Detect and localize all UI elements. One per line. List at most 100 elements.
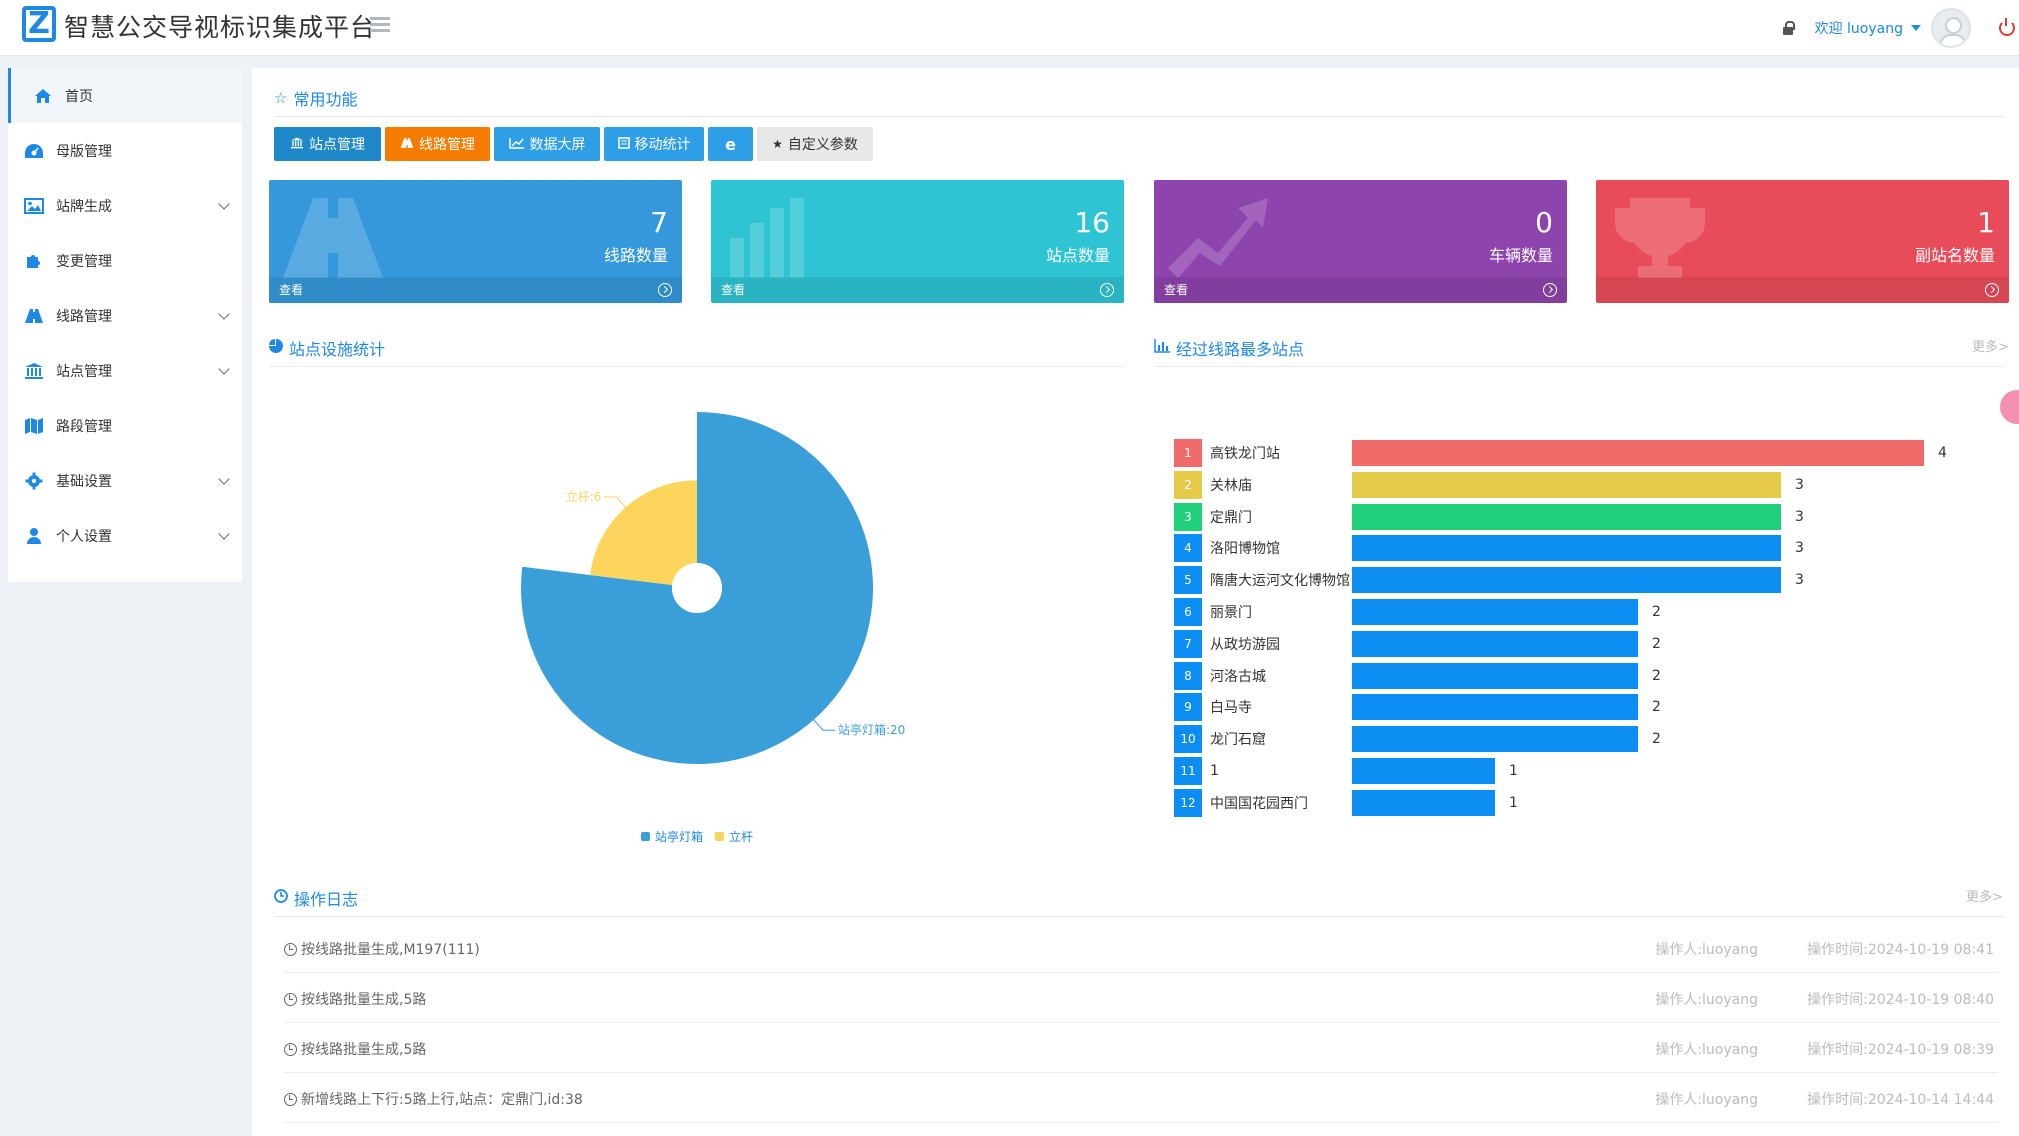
top-header: Z 智慧公交导视标识集成平台 欢迎 luoyang — [0, 0, 2019, 56]
bar-chart-icon — [730, 198, 804, 278]
bar[interactable] — [1352, 694, 1638, 721]
sidebar-item-home[interactable]: 首页 — [8, 68, 242, 123]
stat-card-sub-names[interactable]: 1 副站名数量 — [1596, 180, 2009, 303]
divider — [274, 116, 2004, 117]
quick-button-stations[interactable]: 站点管理 — [274, 127, 381, 161]
sidebar-item-personal-settings[interactable]: 个人设置 — [8, 508, 242, 563]
quick-button-custom-params[interactable]: ★ 自定义参数 — [757, 127, 873, 161]
bar[interactable] — [1352, 503, 1781, 530]
sidebar-item-basic-settings[interactable]: 基础设置 — [8, 453, 242, 508]
bank-icon — [290, 137, 304, 152]
bar-rank: 4 — [1174, 534, 1202, 563]
log-operator: 操作人:luoyang — [1655, 1092, 1758, 1108]
quick-button-label: 数据大屏 — [529, 137, 586, 153]
arrow-circle-right-icon — [1100, 283, 1114, 297]
legend-swatch[interactable] — [641, 832, 650, 841]
bar-category-label: 河洛古城 — [1210, 668, 1266, 685]
bar-row: 6 丽景门 2 — [1174, 598, 1661, 626]
chevron-down-icon[interactable] — [1911, 25, 1921, 31]
quick-button-routes[interactable]: 线路管理 — [385, 127, 490, 161]
avatar[interactable] — [1931, 8, 1971, 48]
menu-toggle-icon[interactable] — [370, 17, 390, 33]
log-more-link[interactable]: 更多> — [1966, 890, 2003, 905]
log-text: 按线路批量生成,5路 — [284, 1039, 426, 1059]
trophy-icon — [1615, 198, 1705, 278]
log-row: 按线路批量生成,5路 操作人:luoyang 操作时间:2024-10-19 0… — [284, 973, 1998, 1023]
road-icon — [24, 307, 44, 325]
sidebar-item-routes[interactable]: 线路管理 — [8, 288, 242, 343]
sidebar-item-stations[interactable]: 站点管理 — [8, 343, 242, 398]
stat-label: 线路数量 — [603, 246, 668, 265]
bar-row: 4 洛阳博物馆 3 — [1174, 534, 1804, 563]
divider — [274, 916, 2004, 917]
log-text-value: 按线路批量生成,5路 — [301, 992, 427, 1008]
log-text-value: 新增线路上下行:5路上行,站点：定鼎门,id:38 — [301, 1092, 583, 1108]
clock-icon — [284, 992, 297, 1006]
pie-center — [672, 563, 722, 613]
log-operator: 操作人:luoyang — [1655, 942, 1758, 958]
legend-swatch[interactable] — [715, 832, 724, 841]
bar-category-label: 龙门石窟 — [1210, 732, 1266, 749]
arrow-circle-right-icon — [1985, 283, 1999, 297]
app-title: 智慧公交导视标识集成平台 — [64, 13, 377, 42]
sidebar-item-label: 母版管理 — [56, 143, 112, 160]
lock-icon[interactable] — [1781, 21, 1795, 35]
legend-label[interactable]: 立杆 — [729, 829, 753, 844]
bar-category-label: 高铁龙门站 — [1210, 446, 1280, 462]
bar[interactable] — [1352, 758, 1495, 784]
chevron-down-icon — [218, 308, 230, 320]
stat-card-stations[interactable]: 16 站点数量 查看 — [711, 180, 1124, 303]
bar[interactable] — [1352, 567, 1781, 594]
pie-slice[interactable] — [590, 480, 697, 585]
bar[interactable] — [1352, 471, 1781, 498]
bar-value-label: 2 — [1652, 667, 1661, 684]
log-row: 新增线路上下行:5路上行,站点：定鼎门,id:38 操作人:luoyang 操作… — [284, 1073, 1998, 1123]
bar[interactable] — [1352, 630, 1638, 657]
legend-label[interactable]: 站亭灯箱 — [655, 829, 703, 844]
mobile-icon — [617, 136, 630, 152]
bar-value-label: 3 — [1795, 572, 1804, 589]
bar-rank: 3 — [1174, 502, 1202, 531]
sidebar-item-segments[interactable]: 路段管理 — [8, 398, 242, 453]
stat-value: 7 — [650, 206, 668, 239]
stat-card-routes[interactable]: 7 线路数量 查看 — [269, 180, 682, 303]
section-title-text: 常用功能 — [293, 90, 358, 109]
image-icon — [24, 197, 44, 215]
bar-value-label: 2 — [1652, 699, 1661, 716]
stat-value: 16 — [1074, 206, 1110, 239]
clock-icon — [274, 889, 288, 907]
stat-footer-text: 查看 — [721, 283, 746, 297]
header-right: 欢迎 luoyang — [1781, 0, 2019, 56]
stat-card-vehicles[interactable]: 0 车辆数量 查看 — [1154, 180, 1567, 303]
quick-button-mobile-stats[interactable]: 移动统计 — [604, 127, 704, 161]
log-text: 按线路批量生成,M197(111) — [284, 939, 480, 959]
ie-icon: e — [725, 134, 736, 154]
bar[interactable] — [1352, 440, 1924, 466]
bar-more-link[interactable]: 更多> — [1972, 340, 2009, 355]
bar-rank: 11 — [1174, 757, 1202, 785]
bar-value-label: 1 — [1509, 794, 1518, 811]
bar-category-label: 中国国花园西门 — [1210, 795, 1308, 812]
bar-row: 10 龙门石窟 2 — [1174, 725, 1661, 754]
bar[interactable] — [1352, 662, 1638, 689]
quick-button-ie[interactable]: e — [708, 127, 753, 161]
power-icon[interactable] — [1999, 18, 2015, 36]
bar[interactable] — [1352, 726, 1638, 753]
logo: Z 智慧公交导视标识集成平台 — [22, 6, 376, 46]
bar[interactable] — [1352, 535, 1781, 562]
pie-slice[interactable] — [521, 412, 874, 764]
sidebar-item-master[interactable]: 母版管理 — [8, 123, 242, 178]
log-row: 按线路批量生成,5路 操作人:luoyang 操作时间:2024-10-19 0… — [284, 1023, 1998, 1073]
log-operator: 操作人:luoyang — [1655, 1042, 1758, 1058]
sidebar-item-label: 变更管理 — [56, 253, 112, 270]
sidebar-item-sign-generate[interactable]: 站牌生成 — [8, 178, 242, 233]
bar[interactable] — [1352, 599, 1638, 625]
sidebar-item-change[interactable]: 变更管理 — [8, 233, 242, 288]
welcome-user[interactable]: 欢迎 luoyang — [1814, 21, 1903, 37]
floating-button[interactable] — [2000, 390, 2019, 424]
log-time: 操作时间:2024-10-19 08:39 — [1807, 1042, 1994, 1058]
bar-value-label: 1 — [1509, 763, 1518, 779]
bar[interactable] — [1352, 789, 1495, 816]
quick-button-big-screen[interactable]: 数据大屏 — [494, 127, 600, 161]
chevron-down-icon — [218, 473, 230, 485]
